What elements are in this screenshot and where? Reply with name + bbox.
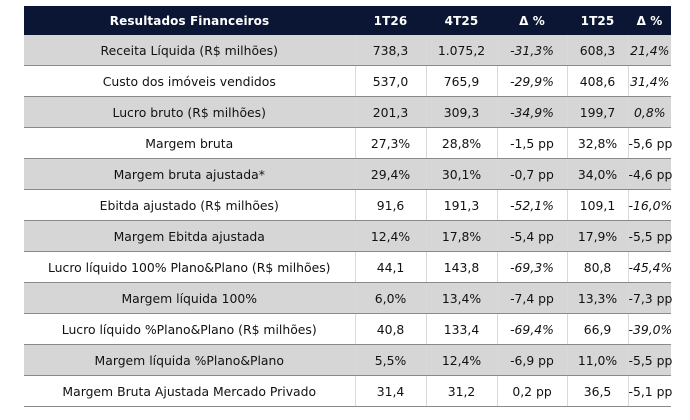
cell-delta-quarter: -5,4 pp bbox=[496, 220, 567, 252]
cell-1t26: 27,3% bbox=[354, 127, 426, 159]
cell-1t25: 13,3% bbox=[566, 282, 628, 314]
cell-1t25: 66,9 bbox=[566, 313, 628, 345]
cell-delta-year: -7,3 pp bbox=[627, 282, 672, 314]
header-1t26: 1T26 bbox=[355, 6, 426, 35]
row-label: Lucro bruto (R$ milhões) bbox=[24, 96, 355, 128]
cell-1t26: 29,4% bbox=[354, 158, 426, 190]
cell-4t25: 31,2 bbox=[425, 375, 497, 407]
cell-delta-quarter: -69,3% bbox=[496, 251, 567, 283]
cell-4t25: 143,8 bbox=[425, 251, 497, 283]
cell-delta-year: -5,6 pp bbox=[627, 127, 672, 159]
header-1t25: 1T25 bbox=[567, 6, 628, 35]
cell-4t25: 765,9 bbox=[425, 65, 497, 97]
cell-1t26: 40,8 bbox=[354, 313, 426, 345]
header-title: Resultados Financeiros bbox=[24, 6, 355, 35]
table-row: Margem bruta 27,3% 28,8% -1,5 pp 32,8% -… bbox=[24, 127, 672, 159]
row-label: Margem líquida 100% bbox=[24, 282, 355, 314]
table-row: Lucro bruto (R$ milhões) 201,3 309,3 -34… bbox=[24, 96, 671, 128]
row-label: Margem bruta bbox=[24, 127, 355, 159]
table-row: Margem Ebitda ajustada 12,4% 17,8% -5,4 … bbox=[24, 220, 672, 252]
table-row: Custo dos imóveis vendidos 537,0 765,9 -… bbox=[24, 65, 671, 97]
cell-1t26: 537,0 bbox=[354, 65, 426, 97]
cell-4t25: 191,3 bbox=[425, 189, 497, 221]
cell-delta-year: -5,1 pp bbox=[627, 375, 672, 407]
row-label: Lucro líquido 100% Plano&Plano (R$ milhõ… bbox=[24, 251, 355, 283]
cell-4t25: 133,4 bbox=[425, 313, 497, 345]
cell-delta-year: 21,4% bbox=[627, 35, 671, 66]
cell-delta-year: -16,0% bbox=[627, 189, 672, 221]
cell-1t25: 36,5 bbox=[566, 375, 628, 407]
cell-1t25: 408,6 bbox=[566, 65, 628, 97]
cell-delta-quarter: -52,1% bbox=[496, 189, 567, 221]
cell-1t25: 608,3 bbox=[566, 35, 628, 66]
cell-delta-quarter: 0,2 pp bbox=[496, 375, 567, 407]
cell-1t25: 34,0% bbox=[566, 158, 628, 190]
header-4t25: 4T25 bbox=[426, 6, 497, 35]
cell-delta-year: -4,6 pp bbox=[627, 158, 672, 190]
cell-1t26: 31,4 bbox=[354, 375, 426, 407]
row-label: Ebitda ajustado (R$ milhões) bbox=[24, 189, 355, 221]
cell-delta-quarter: -31,3% bbox=[496, 35, 567, 66]
cell-delta-quarter: -34,9% bbox=[496, 96, 567, 128]
table-row: Margem bruta ajustada* 29,4% 30,1% -0,7 … bbox=[24, 158, 672, 190]
cell-delta-year: -5,5 pp bbox=[627, 344, 672, 376]
cell-1t26: 6,0% bbox=[354, 282, 426, 314]
cell-4t25: 12,4% bbox=[425, 344, 497, 376]
row-label: Custo dos imóveis vendidos bbox=[24, 65, 355, 97]
cell-delta-quarter: -7,4 pp bbox=[496, 282, 567, 314]
row-label: Lucro líquido %Plano&Plano (R$ milhões) bbox=[24, 313, 355, 345]
cell-4t25: 28,8% bbox=[425, 127, 497, 159]
row-label: Margem líquida %Plano&Plano bbox=[24, 344, 355, 376]
cell-delta-quarter: -29,9% bbox=[496, 65, 567, 97]
cell-delta-quarter: -69,4% bbox=[496, 313, 567, 345]
cell-1t25: 109,1 bbox=[566, 189, 628, 221]
table-header: Resultados Financeiros 1T26 4T25 Δ % 1T2… bbox=[24, 6, 671, 35]
row-label: Margem Ebitda ajustada bbox=[24, 220, 355, 252]
cell-1t26: 44,1 bbox=[354, 251, 426, 283]
cell-delta-quarter: -0,7 pp bbox=[496, 158, 567, 190]
cell-delta-year: -45,4% bbox=[627, 251, 672, 283]
cell-1t25: 199,7 bbox=[566, 96, 628, 128]
cell-1t26: 12,4% bbox=[354, 220, 426, 252]
header-delta-year: Δ % bbox=[628, 6, 671, 35]
cell-delta-year: 31,4% bbox=[627, 65, 671, 97]
financial-results-table: Resultados Financeiros 1T26 4T25 Δ % 1T2… bbox=[24, 6, 672, 407]
cell-1t26: 91,6 bbox=[354, 189, 426, 221]
cell-1t26: 201,3 bbox=[354, 96, 426, 128]
row-label: Margem Bruta Ajustada Mercado Privado bbox=[24, 375, 355, 407]
cell-1t25: 11,0% bbox=[566, 344, 628, 376]
cell-4t25: 309,3 bbox=[425, 96, 497, 128]
table-row: Lucro líquido %Plano&Plano (R$ milhões) … bbox=[24, 313, 672, 345]
table-row: Margem líquida 100% 6,0% 13,4% -7,4 pp 1… bbox=[24, 282, 672, 314]
cell-delta-year: -5,5 pp bbox=[627, 220, 672, 252]
header-row: Resultados Financeiros 1T26 4T25 Δ % 1T2… bbox=[24, 6, 671, 35]
table-row: Receita Líquida (R$ milhões) 738,3 1.075… bbox=[24, 35, 671, 66]
cell-4t25: 30,1% bbox=[425, 158, 497, 190]
table-row: Margem líquida %Plano&Plano 5,5% 12,4% -… bbox=[24, 344, 672, 376]
table-row: Margem Bruta Ajustada Mercado Privado 31… bbox=[24, 375, 672, 407]
row-label: Receita Líquida (R$ milhões) bbox=[24, 35, 355, 66]
cell-1t25: 17,9% bbox=[566, 220, 628, 252]
cell-delta-quarter: -1,5 pp bbox=[496, 127, 567, 159]
table-row: Lucro líquido 100% Plano&Plano (R$ milhõ… bbox=[24, 251, 672, 283]
cell-4t25: 1.075,2 bbox=[425, 35, 497, 66]
cell-1t26: 738,3 bbox=[354, 35, 426, 66]
table-body: Receita Líquida (R$ milhões) 738,3 1.075… bbox=[24, 35, 672, 407]
cell-1t25: 80,8 bbox=[566, 251, 628, 283]
cell-4t25: 13,4% bbox=[425, 282, 497, 314]
cell-4t25: 17,8% bbox=[425, 220, 497, 252]
cell-delta-quarter: -6,9 pp bbox=[496, 344, 567, 376]
header-delta-quarter: Δ % bbox=[497, 6, 567, 35]
cell-1t25: 32,8% bbox=[566, 127, 628, 159]
row-label: Margem bruta ajustada* bbox=[24, 158, 355, 190]
cell-1t26: 5,5% bbox=[354, 344, 426, 376]
table-row: Ebitda ajustado (R$ milhões) 91,6 191,3 … bbox=[24, 189, 672, 221]
cell-delta-year: 0,8% bbox=[627, 96, 671, 128]
cell-delta-year: -39,0% bbox=[627, 313, 672, 345]
